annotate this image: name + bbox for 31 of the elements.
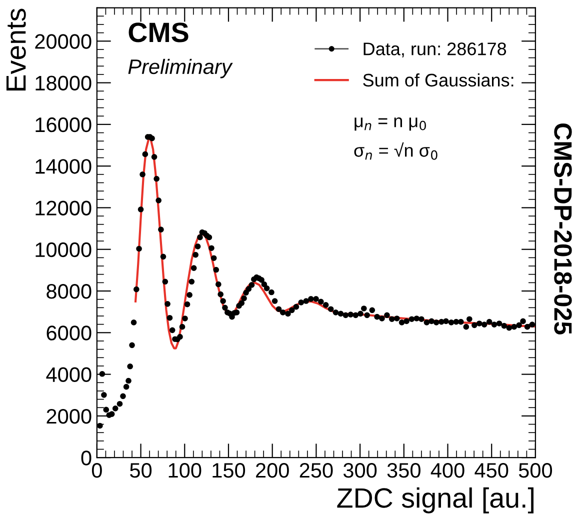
x-tick-label: 500 [518, 463, 552, 478]
y-tick-label: 4000 [46, 367, 92, 382]
legend-label: Data, run: 286178 [364, 42, 506, 58]
text: CMS-DP-2018-025 [554, 124, 572, 334]
y-tick-label: 6000 [46, 326, 92, 340]
annotation: σ$_{n}$ = √n σ$_{0}$ [354, 142, 438, 160]
x-tick-label: 350 [387, 463, 420, 478]
x-tick-label: 150 [212, 463, 246, 478]
x-tick-label: 100 [168, 463, 202, 478]
y-tick-label: 2000 [46, 408, 92, 424]
y-tick-label: 10000 [36, 242, 92, 258]
x-tick-label: 300 [343, 463, 377, 478]
x-tick-label: 400 [430, 463, 464, 478]
annotation: μ$_{n}$ = n μ$_{0}$ [354, 117, 426, 131]
annotation: Preliminary [128, 58, 233, 78]
x-axis-title: ZDC signal [au.] [337, 487, 534, 514]
y-tick-label: 20000 [35, 34, 92, 49]
y-tick-label: 14000 [36, 159, 92, 174]
y-tick-label: 0 [81, 450, 92, 466]
annotation: CMS [128, 22, 188, 42]
x-tick-label: 50 [130, 463, 152, 478]
y-tick-label: 18000 [36, 76, 92, 91]
y-tick-label: 16000 [36, 117, 92, 132]
x-tick-label: 250 [300, 463, 333, 478]
y-tick-label: 8000 [46, 284, 92, 299]
y-axis-title: Events [6, 8, 26, 90]
x-tick-label: 0 [92, 463, 102, 478]
x-tick-label: 450 [474, 463, 508, 478]
x-tick-label: 200 [256, 463, 289, 478]
legend-label: Sum of Gaussians: [363, 73, 514, 87]
y-tick-label: 12000 [36, 200, 92, 216]
